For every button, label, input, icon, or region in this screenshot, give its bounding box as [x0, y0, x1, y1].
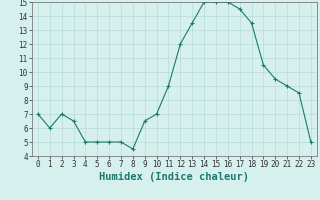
- X-axis label: Humidex (Indice chaleur): Humidex (Indice chaleur): [100, 172, 249, 182]
